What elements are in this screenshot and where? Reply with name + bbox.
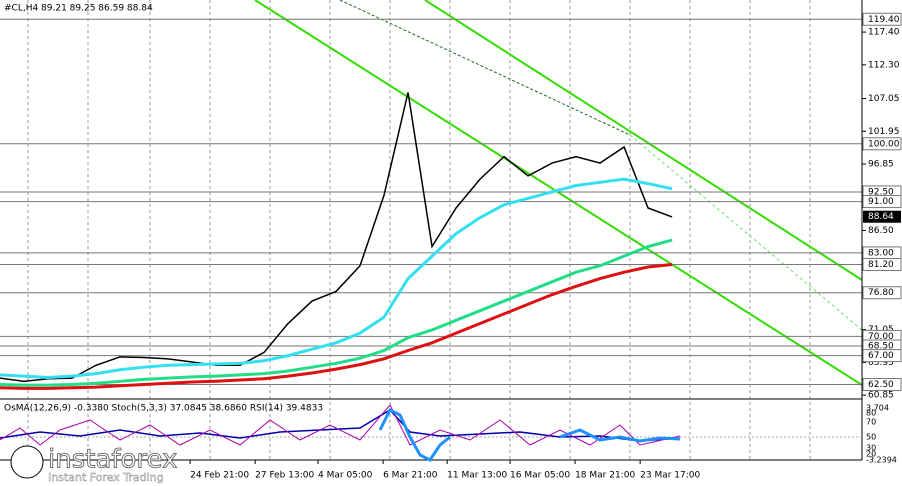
y-tick-label: 65.95: [868, 358, 894, 368]
x-tick-label: 11 Mar 13:00: [447, 471, 507, 481]
level-label: 91.00: [868, 197, 894, 207]
series-line: [0, 177, 673, 379]
level-label: 70.00: [868, 332, 894, 342]
indicator-axis-label: 30: [866, 444, 876, 453]
vertical-grid: [27, 0, 811, 460]
y-tick-label: 60.85: [868, 391, 894, 401]
indicator-axis-label: 20: [866, 450, 876, 459]
y-tick-label: 96.85: [868, 160, 894, 170]
level-label: 67.00: [868, 351, 894, 361]
level-label: 100.00: [868, 139, 900, 149]
level-box: [862, 257, 902, 271]
indicator-axis-label: 80: [866, 409, 876, 418]
series-line: [0, 238, 673, 387]
channel-lines: [254, 0, 863, 386]
level-label: 62.50: [868, 380, 894, 390]
logo: instaforex Instant Forex Trading: [10, 444, 178, 484]
level-box: [862, 286, 902, 300]
level-label: 76.80: [868, 288, 894, 298]
level-box: [862, 137, 902, 151]
logo-text: instaforex: [48, 445, 177, 475]
series-line: [0, 262, 673, 390]
level-label: 92.50: [868, 187, 894, 197]
indicator-title: OsMA(12,26,9) -0.3380 Stoch(5,3,3) 37.08…: [4, 404, 323, 414]
level-box: [862, 349, 902, 363]
x-tick-label: 24 Feb 21:00: [190, 471, 249, 481]
level-label: 119.40: [868, 15, 900, 25]
x-tick-label: 27 Feb 13:00: [255, 471, 314, 481]
level-label: 81.20: [868, 260, 894, 270]
x-tick-label: 6 Mar 21:00: [383, 471, 438, 481]
levels: [0, 18, 862, 386]
x-tick-label: 16 Mar 05:00: [510, 471, 570, 481]
level-box: [862, 378, 902, 392]
indicator-axis-label: 3.704: [866, 404, 889, 413]
level-box: [862, 195, 902, 209]
logo-subtitle: Instant Forex Trading: [48, 471, 164, 484]
x-tick-label: 4 Mar 05:00: [318, 471, 373, 481]
y-tick-label: 86.50: [868, 226, 894, 236]
current-price-label: 88.64: [868, 212, 894, 222]
y-tick-label: 117.40: [868, 28, 900, 38]
y-tick-label: 107.05: [868, 94, 900, 104]
chart-title: #CL,H4 89.21 89.25 86.59 88.84: [4, 4, 153, 14]
current-price-box: [863, 210, 901, 223]
level-label: 68.50: [868, 342, 894, 352]
series-line: [0, 92, 673, 383]
indicator-axis-label: -3.2394: [866, 456, 897, 465]
x-tick-label: 23 Mar 17:00: [640, 471, 700, 481]
indicator-axis-label: 50: [866, 433, 876, 442]
oscillators: [0, 404, 862, 462]
y-tick-label: 112.30: [868, 60, 900, 70]
indicator-axis-label: 70: [866, 418, 876, 427]
y-tick-label: 101.95: [868, 127, 900, 137]
plot: [0, 92, 673, 390]
x-tick-label: 18 Mar 21:00: [575, 471, 635, 481]
level-box: [862, 12, 902, 26]
level-label: 83.00: [868, 248, 894, 258]
